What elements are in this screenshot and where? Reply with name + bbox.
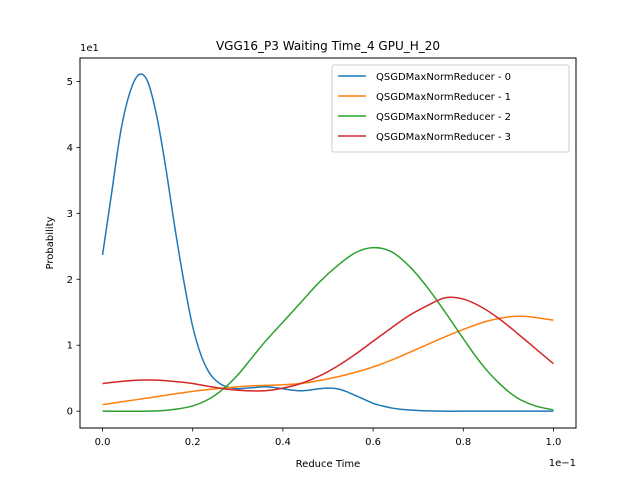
chart-title: VGG16_P3 Waiting Time_4 GPU_H_20: [216, 39, 440, 53]
series-layer: [101, 73, 554, 413]
x-tick-label: 0.6: [365, 437, 381, 448]
series-line-1: [102, 315, 554, 406]
legend-label-3: QSGDMaxNormReducer - 3: [376, 132, 511, 143]
y-tick-label: 4: [67, 143, 73, 154]
series-line-0: [101, 73, 554, 412]
x-tick-label: 0.8: [455, 437, 471, 448]
legend-frame: [331, 64, 570, 153]
legend-label-0: QSGDMaxNormReducer - 0: [376, 72, 511, 83]
y-tick-label: 0: [67, 407, 73, 418]
series-line-2: [102, 246, 554, 413]
x-tick-label: 0.0: [95, 437, 111, 448]
y-offset-text: 1e1: [80, 43, 99, 54]
x-axis-label: Reduce Time: [296, 459, 361, 470]
y-axis: 0 1 2 3 4 5: [67, 77, 80, 418]
legend-label-1: QSGDMaxNormReducer - 1: [376, 92, 511, 103]
legend-label-2: QSGDMaxNormReducer - 2: [376, 112, 511, 123]
series-line-3: [102, 296, 554, 392]
x-tick-label: 0.4: [275, 437, 291, 448]
x-tick-label: 1.0: [546, 437, 562, 448]
y-tick-label: 2: [67, 275, 73, 286]
y-tick-label: 3: [67, 209, 73, 220]
x-tick-label: 0.2: [185, 437, 201, 448]
y-tick-label: 5: [67, 77, 73, 88]
x-axis: 0.0 0.2 0.4 0.6 0.8 1.0: [95, 428, 562, 448]
legend: QSGDMaxNormReducer - 0 QSGDMaxNormReducer…: [331, 64, 570, 153]
plot-frame: [79, 57, 577, 429]
x-offset-text: 1e−1: [549, 458, 576, 469]
y-tick-label: 1: [67, 341, 73, 352]
y-axis-label: Probability: [45, 216, 56, 269]
